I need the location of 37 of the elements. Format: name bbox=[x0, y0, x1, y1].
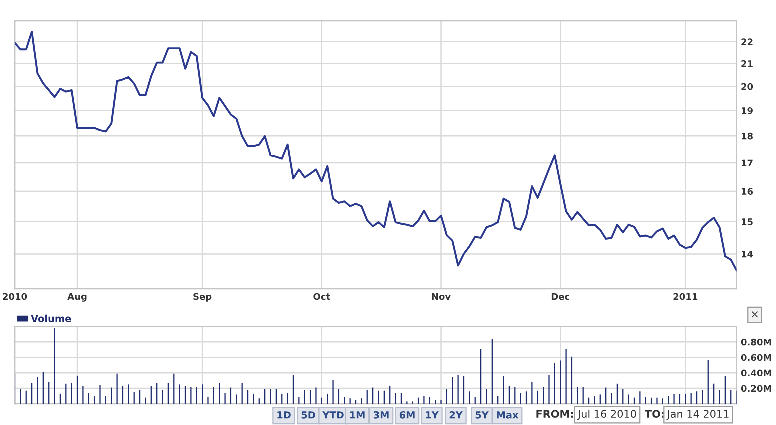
y-tick-label: 0.80M bbox=[741, 338, 772, 346]
x-tick-label: Aug bbox=[68, 293, 87, 302]
text: Max bbox=[497, 412, 519, 419]
y-tick-label: 22 bbox=[742, 38, 753, 46]
x-tick-label: 2011 bbox=[674, 293, 698, 300]
line-series bbox=[15, 30, 737, 272]
text: FROM: bbox=[536, 410, 574, 418]
y-tick-label: 19 bbox=[742, 107, 753, 114]
y-tick-label: 18 bbox=[742, 132, 753, 140]
x-tick-label: Nov bbox=[432, 293, 451, 300]
text: 3M bbox=[374, 411, 389, 419]
x-tick-label: Sep bbox=[194, 293, 212, 302]
text: 1Y bbox=[426, 412, 439, 419]
text: Jan 14 2011 bbox=[666, 410, 729, 420]
y-tick-label: 0.40M bbox=[741, 370, 772, 377]
x-tick-label: 2010 bbox=[3, 293, 28, 300]
y-tick-label: 21 bbox=[742, 60, 753, 68]
text: 2Y bbox=[450, 411, 463, 419]
text: × bbox=[752, 311, 758, 318]
y-tick-label: 0.20M bbox=[741, 385, 772, 392]
x-tick-label: Oct bbox=[314, 293, 330, 300]
text: TO: bbox=[644, 410, 664, 418]
y-tick-label: 17 bbox=[742, 160, 753, 166]
text: 1D bbox=[278, 412, 291, 419]
y-tick-label: 16 bbox=[742, 188, 754, 196]
y-tick-label: 15 bbox=[742, 218, 753, 226]
y-tick-label: 20 bbox=[742, 83, 754, 90]
text: Jul 16 2010 bbox=[577, 410, 636, 420]
text: 5Y bbox=[476, 412, 489, 419]
legend-label: Volume bbox=[31, 314, 72, 322]
text: 1M bbox=[350, 412, 365, 419]
y-tick-label: 14 bbox=[742, 251, 754, 258]
text: YTD bbox=[322, 412, 344, 419]
y-tick-label: 0.60M bbox=[741, 354, 772, 362]
text: 6M bbox=[400, 411, 415, 419]
x-tick-label: Dec bbox=[552, 293, 570, 300]
text: 5D bbox=[302, 412, 316, 419]
